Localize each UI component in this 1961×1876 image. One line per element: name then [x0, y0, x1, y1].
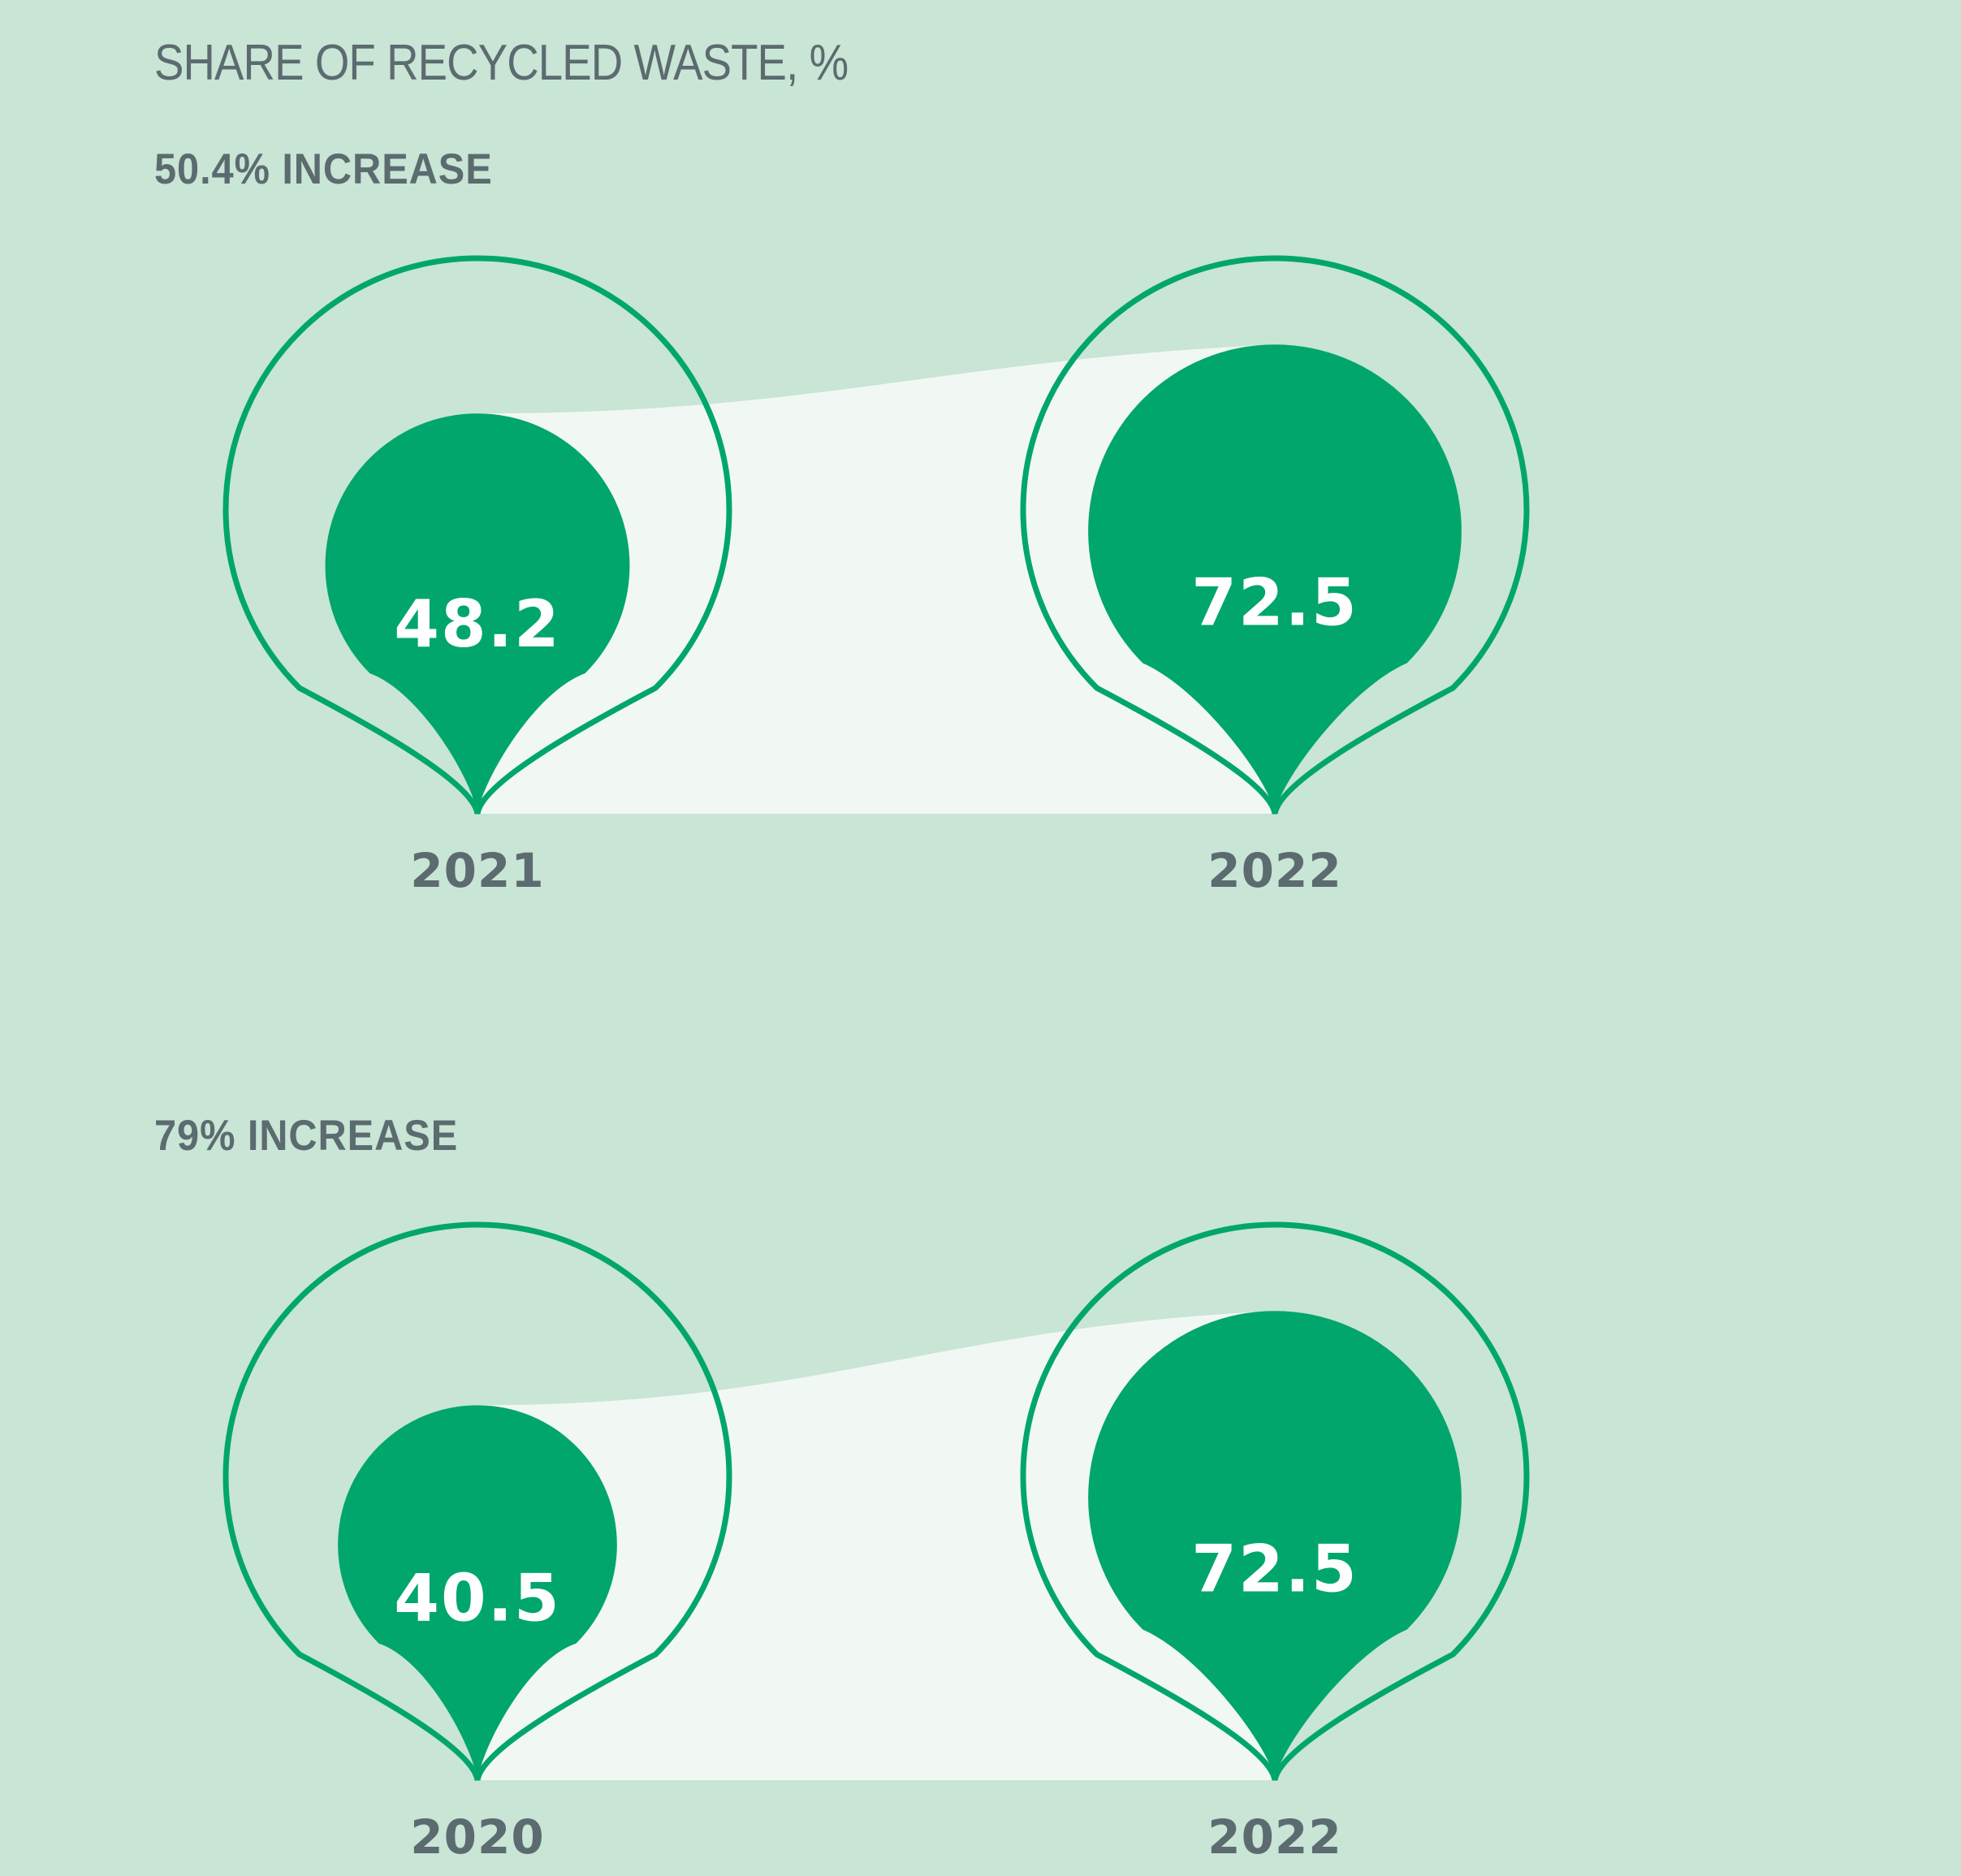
outline-drop — [222, 255, 732, 815]
outline-drop — [1020, 255, 1530, 815]
chart-1: 48.2 2021 72.5 2022 — [222, 255, 1530, 898]
outline-drop — [222, 1221, 732, 1781]
year-label: 2020 — [410, 1809, 544, 1865]
value-label: 72.5 — [1191, 564, 1358, 640]
outline-drop — [1020, 1221, 1530, 1781]
chart-1-subtitle: 50.4% INCREASE — [154, 145, 493, 193]
value-drop — [1088, 344, 1462, 814]
value-label: 72.5 — [1191, 1531, 1358, 1606]
value-label: 48.2 — [394, 586, 560, 662]
year-label: 2021 — [410, 843, 544, 898]
bubble-2022: 72.5 2022 — [1020, 255, 1530, 898]
chart-title: SHARE OF RECYCLED WASTE, % — [154, 35, 849, 91]
bubble-2022: 72.5 2022 — [1020, 1221, 1530, 1865]
connector-band — [477, 1311, 1275, 1780]
chart-2-subtitle: 79% INCREASE — [154, 1112, 459, 1160]
value-drop — [325, 413, 630, 814]
bubble-2021: 48.2 2021 — [222, 255, 732, 898]
chart-2: 40.5 2020 72.5 2022 — [222, 1221, 1530, 1865]
value-drop — [338, 1405, 617, 1780]
value-drop — [1088, 1311, 1462, 1780]
year-label: 2022 — [1207, 1809, 1341, 1865]
year-label: 2022 — [1207, 843, 1341, 898]
value-label: 40.5 — [394, 1560, 560, 1636]
bubble-2020: 40.5 2020 — [222, 1221, 732, 1865]
connector-band — [477, 344, 1275, 815]
